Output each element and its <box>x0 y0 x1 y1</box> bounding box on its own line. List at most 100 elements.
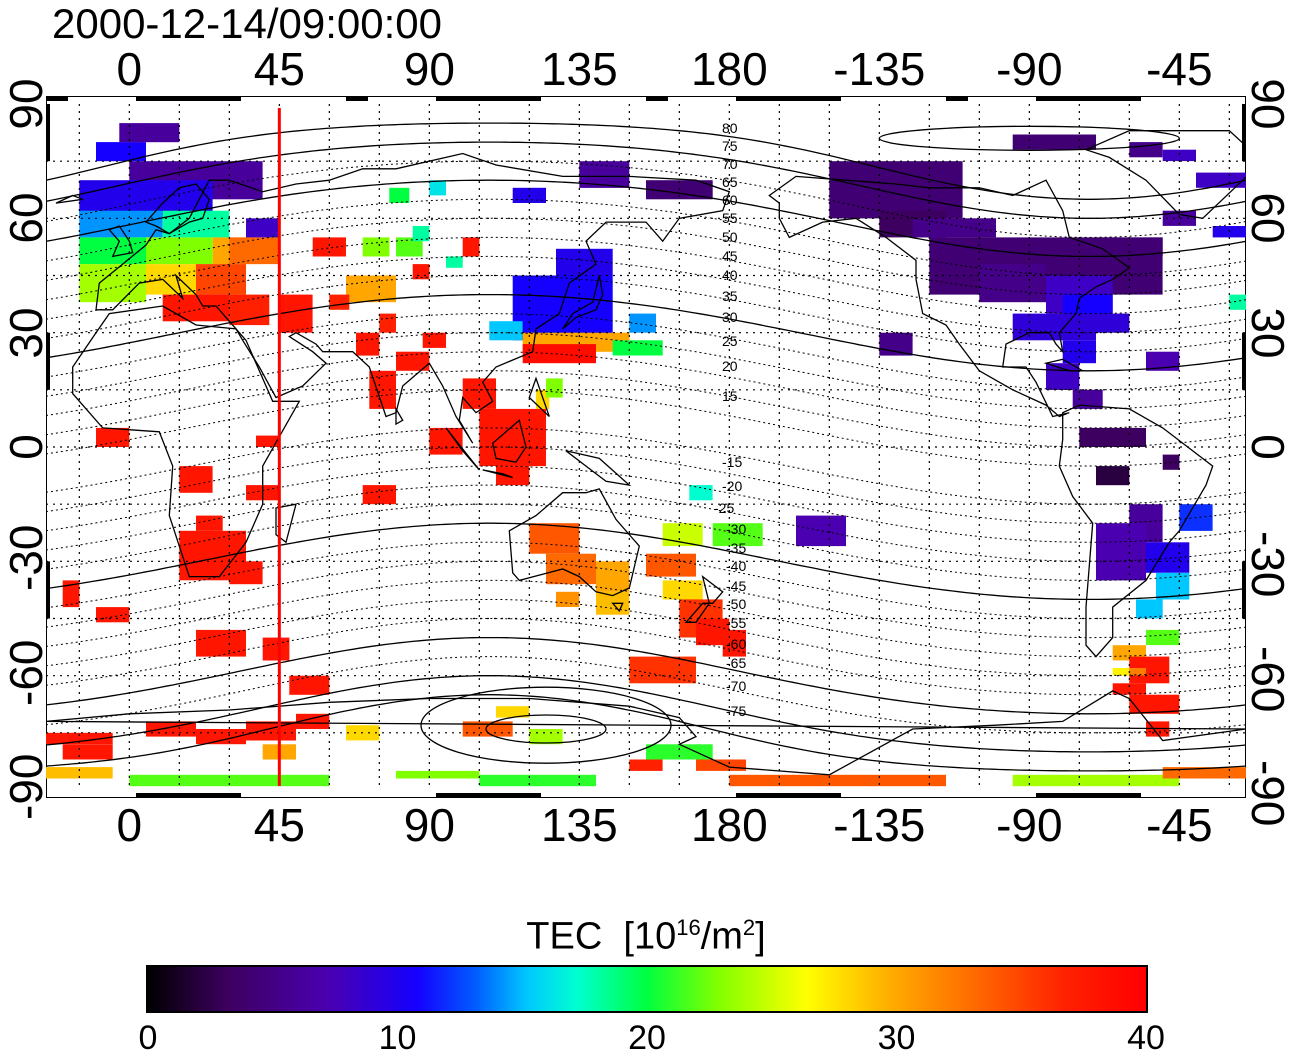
tec-patch <box>429 427 463 455</box>
tec-patch <box>1162 210 1196 226</box>
tec-patch <box>662 580 703 600</box>
contour-line <box>46 141 1246 219</box>
tec-patch <box>829 161 963 219</box>
tec-patch <box>1046 363 1080 390</box>
tec-patch <box>712 523 763 547</box>
contour-label: -45 <box>726 578 746 594</box>
contour-line <box>46 236 1246 315</box>
tec-patch <box>96 142 146 162</box>
right-lat-label: -30 <box>1242 531 1292 598</box>
tec-patch <box>512 275 613 341</box>
tec-patch <box>612 340 663 356</box>
tec-patch <box>229 561 263 585</box>
top-lon-label: 135 <box>540 43 618 95</box>
contour-label: -35 <box>726 540 746 556</box>
left-lat-label: 90 <box>0 78 52 130</box>
frame-tick-bar <box>46 104 50 162</box>
frame-ticks <box>46 96 1246 798</box>
tec-patch <box>356 332 380 356</box>
tec-patch <box>1146 542 1190 573</box>
contour-label: 70 <box>722 156 738 172</box>
tec-patch <box>346 275 396 303</box>
coastline <box>562 275 604 330</box>
contour-line <box>46 541 1246 619</box>
tec-patch <box>62 744 113 760</box>
contour-line <box>46 522 1246 601</box>
tec-patch <box>979 264 1046 303</box>
frame-tick-bar <box>736 793 841 798</box>
tec-patch <box>422 332 446 348</box>
colorbar <box>146 965 1148 1013</box>
coastline <box>72 305 301 578</box>
tec-world-map: 80 75 70 65 60 55 50 45 40 35 30 25 20 15 -15 -20 -25 -30… <box>46 96 1246 798</box>
tec-patch <box>1012 134 1096 150</box>
right-lat-label: 0 <box>1242 434 1292 460</box>
contour-line <box>46 446 1246 524</box>
contour-label: 20 <box>722 358 738 374</box>
top-lon-label: -135 <box>833 43 926 95</box>
tec-patch <box>1062 340 1096 364</box>
colorbar-unit-mid: /m <box>700 915 743 958</box>
tec-patch <box>1229 294 1246 310</box>
tec-patch <box>489 321 523 341</box>
contour-line <box>46 332 1246 410</box>
top-lon-label: -90 <box>996 43 1063 95</box>
bottom-lon-label: 45 <box>253 799 305 851</box>
left-lat-label: 30 <box>0 307 52 359</box>
contour-line <box>46 179 1246 258</box>
tec-patch <box>479 408 546 467</box>
frame-tick-bar <box>1242 104 1246 162</box>
coastline <box>1058 404 1214 658</box>
colorbar-unit-suffix: ] <box>755 915 766 958</box>
contour-line <box>46 560 1246 639</box>
frame-tick-bar <box>136 793 241 798</box>
left-lat-label: -60 <box>0 639 52 706</box>
tec-patch <box>196 629 246 657</box>
tec-patch <box>596 561 630 592</box>
tec-patch <box>279 294 313 333</box>
bottom-lon-label: 90 <box>403 799 455 851</box>
colorbar-tick-label: 20 <box>628 1019 666 1057</box>
tec-patch <box>1012 774 1180 787</box>
colorbar-tick-label: 10 <box>378 1019 417 1057</box>
contour-label: 75 <box>722 138 738 154</box>
contour-line <box>46 503 1246 581</box>
contour-line <box>46 599 1246 677</box>
magnetic-latitude-contours <box>46 122 1246 772</box>
tec-patch <box>1129 668 1146 676</box>
contour-label: 40 <box>722 267 738 283</box>
tec-patch <box>262 637 290 661</box>
tec-patch <box>146 237 213 265</box>
frame-tick-bar <box>736 96 841 101</box>
tec-patch <box>429 180 446 196</box>
tec-patch <box>646 553 696 577</box>
tec-patch <box>546 553 596 585</box>
contour-label: 45 <box>722 248 738 264</box>
right-lat-label: 90 <box>1242 78 1292 130</box>
colorbar-tick-label: 40 <box>1127 1019 1165 1057</box>
tec-patch <box>1146 351 1180 371</box>
coastline <box>95 152 731 444</box>
coastline <box>1043 358 1086 372</box>
contour-line <box>46 351 1246 429</box>
coastline <box>565 450 632 487</box>
tec-patch <box>696 759 746 771</box>
contour-label: -20 <box>722 478 742 494</box>
tec-patch <box>289 675 330 695</box>
tec-patch <box>1096 523 1146 581</box>
coastline <box>611 602 624 613</box>
contour-line <box>46 370 1246 448</box>
contour-loop <box>485 714 607 744</box>
tec-patch <box>362 237 390 257</box>
colorbar-quantity: TEC <box>526 915 603 958</box>
contour-label: -55 <box>726 615 746 631</box>
tec-patch <box>46 767 113 779</box>
tec-patch <box>479 774 596 787</box>
tec-patch <box>1129 142 1163 158</box>
tec-patch <box>496 466 530 486</box>
coastline <box>445 427 480 471</box>
tec-patch <box>629 759 663 771</box>
coastline <box>395 406 404 426</box>
top-lon-label: 180 <box>690 43 768 95</box>
tec-patch <box>1096 466 1130 486</box>
